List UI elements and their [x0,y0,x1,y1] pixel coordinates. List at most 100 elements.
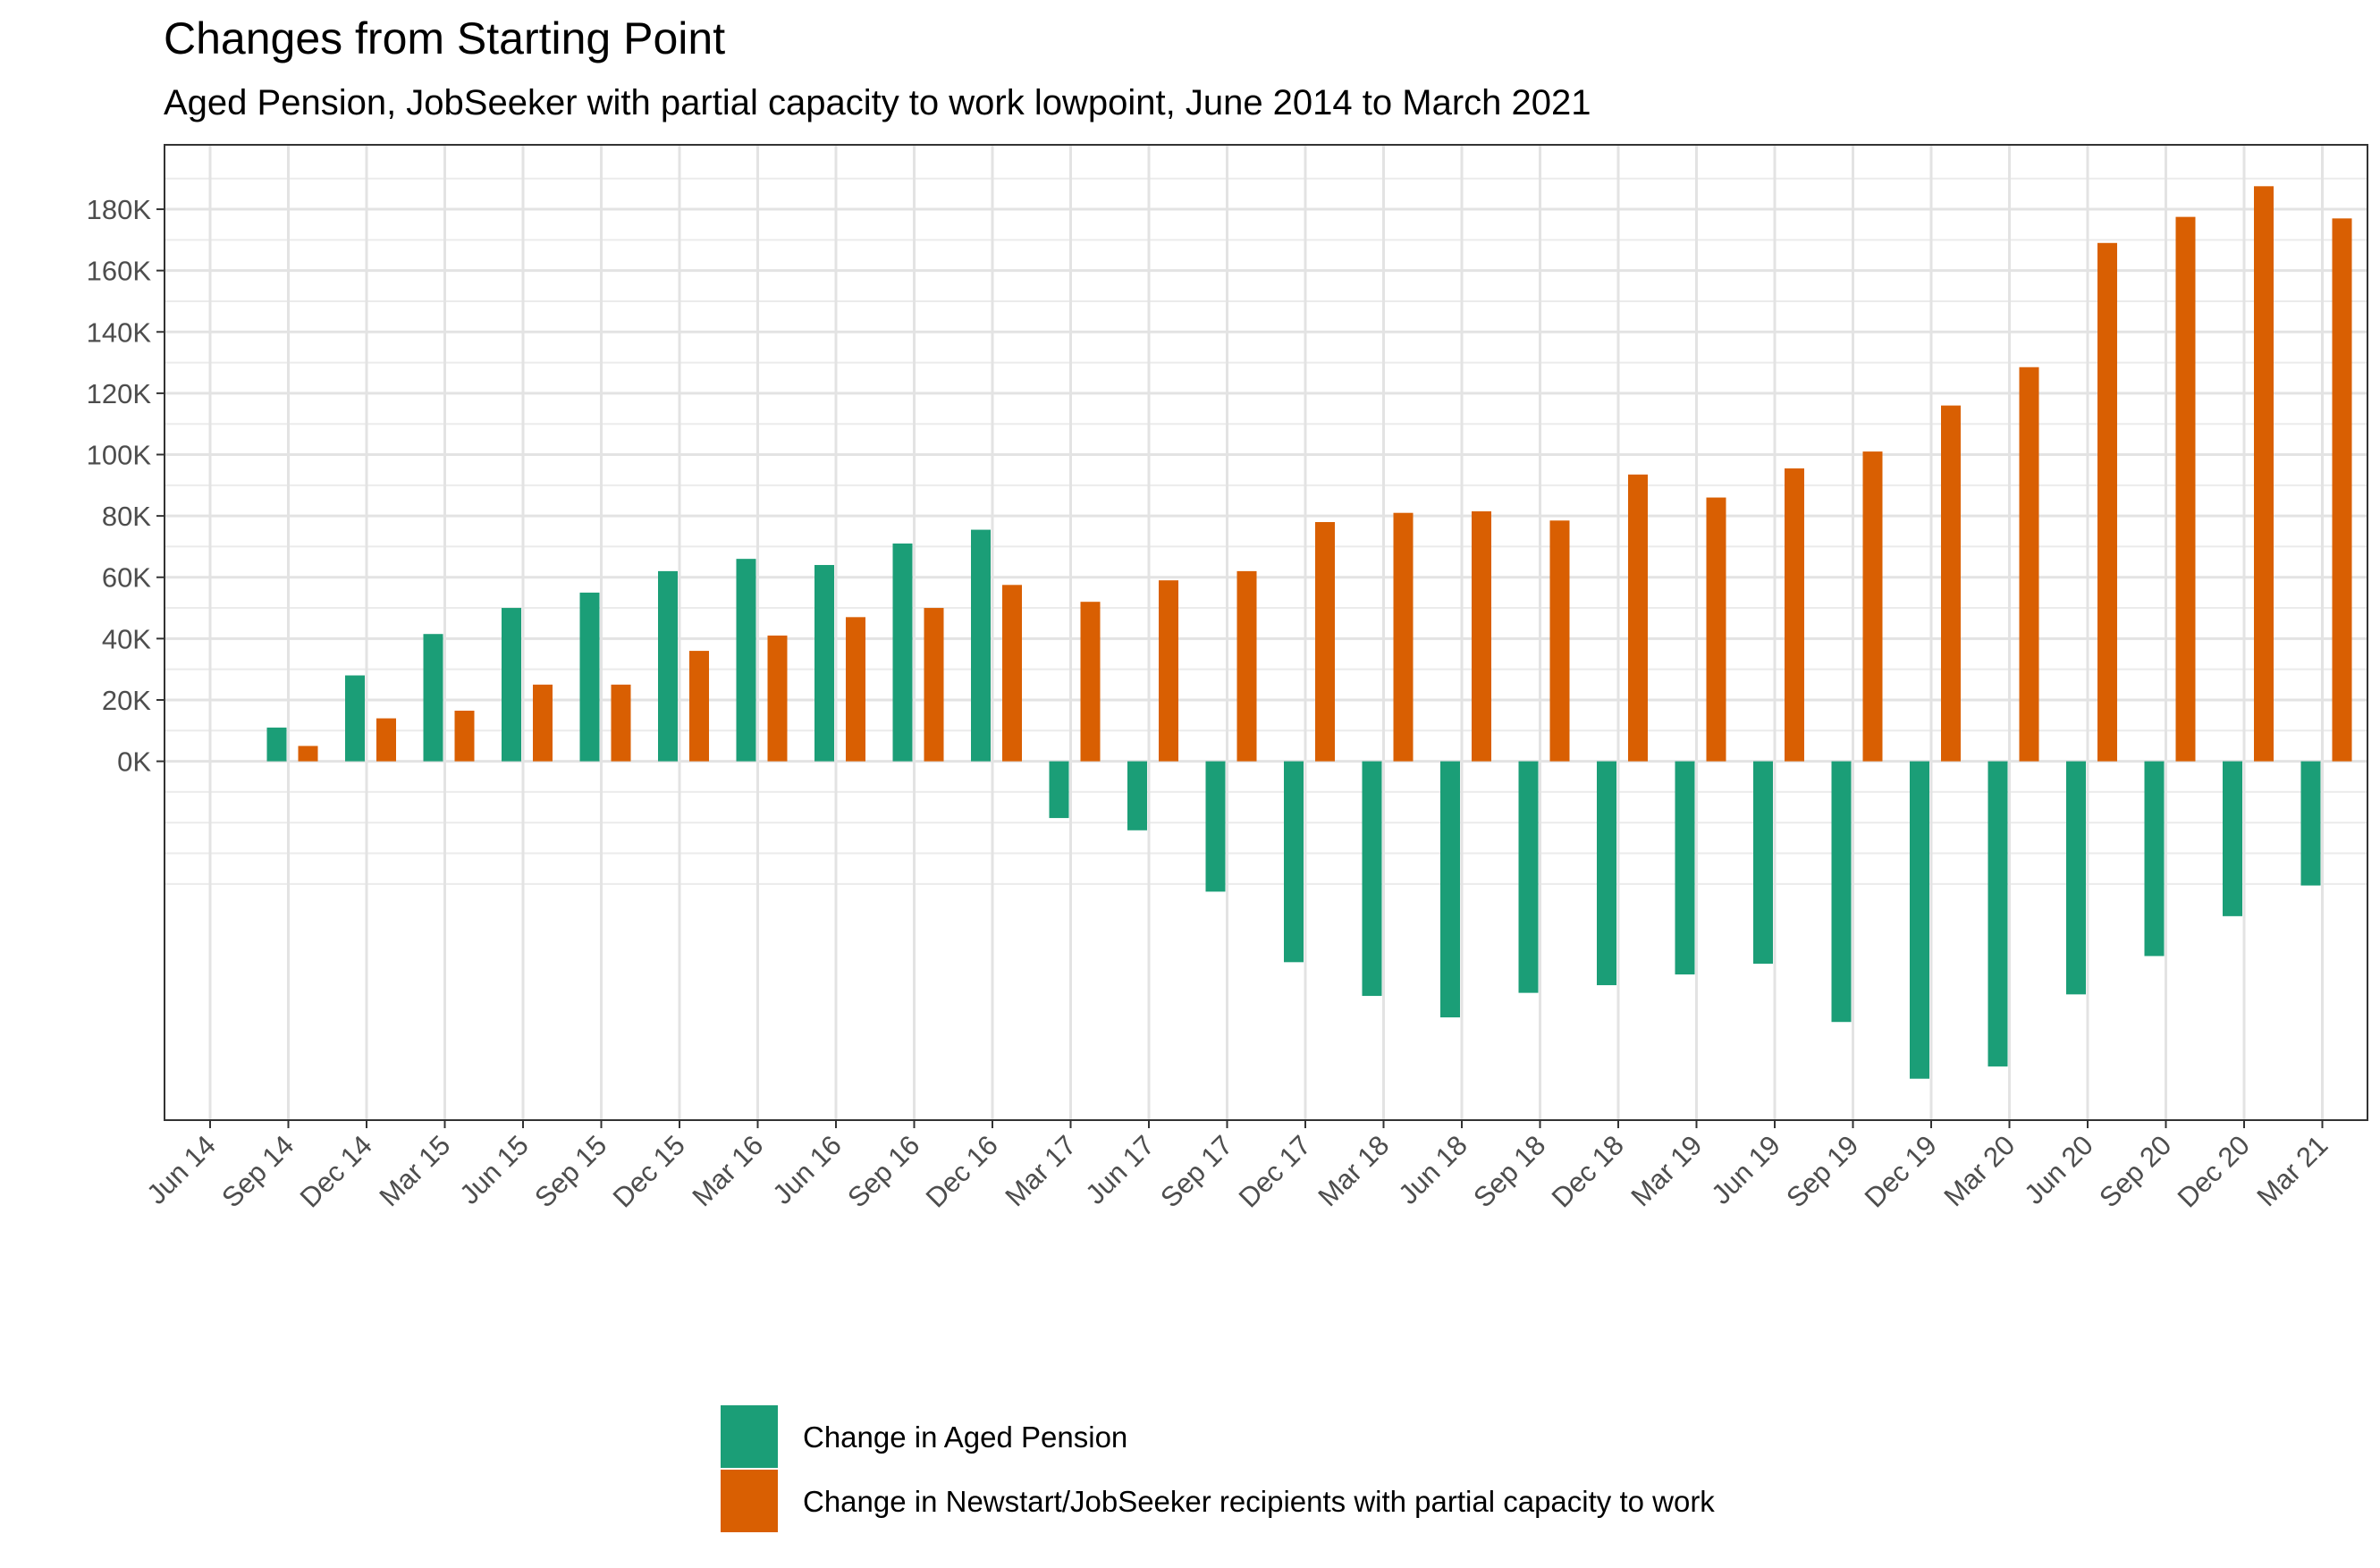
bar-aged-pension-9 [892,544,913,762]
bar-jobseeker-20 [1785,468,1804,762]
x-tick-label: Jun 17 [1079,1129,1160,1210]
x-tick-label: Dec 16 [920,1129,1004,1213]
bar-aged-pension-23 [1988,761,2008,1066]
x-tick-label: Sep 19 [1780,1129,1864,1213]
x-tick-label: Dec 17 [1233,1129,1317,1213]
bar-aged-pension-10 [971,529,991,762]
bar-jobseeker-8 [846,617,865,762]
grid-major [165,145,2367,1120]
bar-jobseeker-24 [2097,242,2117,762]
bars [266,186,2352,1079]
y-tick-label: 100K [87,440,152,471]
bar-aged-pension-18 [1597,761,1616,986]
bar-aged-pension-2 [345,675,365,762]
y-tick-label: 40K [102,623,151,654]
chart-title: Changes from Starting Point [164,13,725,63]
bar-aged-pension-11 [1049,761,1069,819]
x-tick-label: Sep 14 [215,1129,300,1213]
bar-jobseeker-27 [2332,218,2352,762]
y-tick-label: 60K [102,562,151,594]
bar-jobseeker-4 [533,684,553,762]
bar-jobseeker-5 [611,684,631,762]
x-tick-label: Jun 18 [1392,1129,1473,1210]
bar-jobseeker-25 [2175,216,2196,762]
y-tick-label: 160K [87,256,152,287]
x-tick-label: Mar 20 [1937,1129,2021,1212]
plot-panel [164,144,2368,1121]
x-tick-label: Jun 20 [2018,1129,2099,1210]
bar-aged-pension-16 [1440,761,1460,1018]
legend: Change in Aged Pension Change in Newstart… [721,1405,1715,1532]
bar-jobseeker-6 [689,651,709,762]
bar-jobseeker-7 [767,635,788,762]
bar-aged-pension-8 [814,565,834,762]
x-tick-label: Mar 21 [2250,1129,2334,1212]
bar-jobseeker-11 [1080,602,1101,762]
x-tick-label: Dec 19 [1859,1129,1943,1213]
bar-aged-pension-6 [658,570,678,762]
legend-key-1 [721,1470,778,1532]
bar-jobseeker-1 [298,746,318,762]
bar-aged-pension-13 [1205,761,1226,892]
x-tick-label: Sep 18 [1467,1129,1551,1213]
bar-jobseeker-2 [376,718,396,762]
bar-jobseeker-16 [1472,510,1491,762]
bar-aged-pension-12 [1127,761,1147,830]
bar-aged-pension-4 [502,608,521,762]
bar-aged-pension-5 [579,592,600,762]
bar-jobseeker-13 [1236,570,1257,762]
bar-aged-pension-15 [1362,761,1382,997]
bar-jobseeker-15 [1393,512,1414,762]
x-tick-label: Jun 14 [140,1129,222,1210]
x-tick-label: Jun 16 [766,1129,848,1210]
bar-aged-pension-3 [423,634,443,762]
bar-aged-pension-1 [266,727,287,762]
legend-key-0 [721,1405,778,1468]
bar-aged-pension-17 [1518,761,1539,993]
y-axis: 0K 20K 40K 60K 80K 100K 120K 140K 160K 180K [87,194,165,778]
legend-label-1: Change in Newstart/JobSeeker recipients … [803,1485,1715,1518]
bar-aged-pension-7 [736,559,756,762]
bar-aged-pension-25 [2144,761,2165,957]
y-tick-label: 140K [87,316,152,348]
bar-jobseeker-19 [1706,497,1726,762]
bar-jobseeker-14 [1315,521,1335,762]
y-tick-label: 120K [87,378,152,409]
x-tick-label: Mar 16 [686,1129,769,1212]
x-tick-label: Mar 15 [373,1129,456,1212]
y-tick-label: 0K [117,746,151,778]
bar-aged-pension-21 [1831,761,1852,1023]
x-tick-label: Sep 15 [528,1129,612,1213]
bar-jobseeker-12 [1159,580,1178,762]
bar-jobseeker-23 [2019,367,2039,762]
bar-jobseeker-17 [1549,520,1570,762]
bar-jobseeker-26 [2254,186,2274,762]
x-tick-label: Dec 15 [607,1129,691,1213]
x-tick-label: Jun 15 [453,1129,535,1210]
bar-aged-pension-27 [2300,761,2321,886]
chart-subtitle: Aged Pension, JobSeeker with partial cap… [164,83,1591,122]
x-tick-label: Sep 17 [1154,1129,1238,1213]
x-tick-label: Sep 20 [2093,1129,2177,1213]
x-tick-label: Dec 20 [2172,1129,2256,1213]
bar-jobseeker-3 [454,710,475,762]
y-tick-label: 80K [102,501,151,532]
bar-aged-pension-24 [2066,761,2086,995]
x-tick-label: Mar 18 [1312,1129,1395,1212]
y-tick-label: 180K [87,194,152,225]
bar-jobseeker-21 [1862,451,1883,762]
x-tick-label: Jun 19 [1705,1129,1786,1210]
bar-jobseeker-18 [1628,474,1648,762]
bar-aged-pension-22 [1910,761,1929,1079]
bar-aged-pension-20 [1753,761,1773,965]
bar-jobseeker-9 [924,608,944,762]
x-tick-label: Sep 16 [841,1129,925,1213]
x-tick-label: Mar 19 [1625,1129,1708,1212]
bar-jobseeker-10 [1002,585,1022,762]
x-tick-label: Dec 18 [1546,1129,1630,1213]
bar-aged-pension-26 [2223,761,2242,916]
y-tick-label: 20K [102,685,151,716]
bar-jobseeker-22 [1941,405,1961,762]
